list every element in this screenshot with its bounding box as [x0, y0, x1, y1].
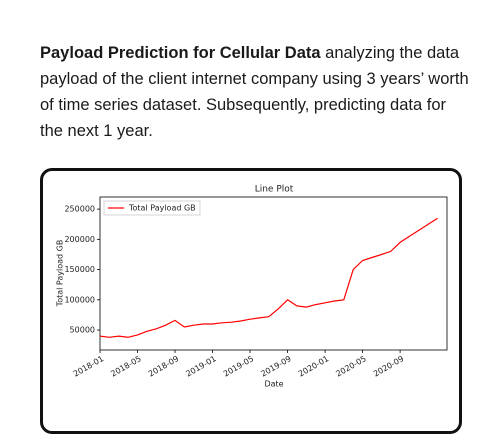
- y-axis-label: Total Payload GB: [56, 240, 65, 308]
- x-axis-label: Date: [264, 380, 283, 389]
- intro-heading: Payload Prediction for Cellular Data: [40, 44, 321, 62]
- page: Payload Prediction for Cellular Data ana…: [40, 40, 470, 434]
- x-tick-label: 2019-05: [222, 354, 255, 379]
- legend-box: [103, 200, 201, 216]
- x-tick-label: 2020-09: [372, 354, 405, 379]
- chart: Line Plot Date Total Payload GB 50000 100…: [56, 185, 448, 389]
- x-tick-label: 2018-05: [109, 354, 142, 379]
- x-tick-label: 2018-01: [72, 354, 105, 379]
- y-tick-label: 250000: [64, 205, 95, 214]
- chart-title: Line Plot: [255, 185, 294, 195]
- x-tick-label: 2018-09: [147, 354, 180, 379]
- x-tick-label: 2020-01: [297, 354, 330, 379]
- y-tick-label: 200000: [64, 235, 95, 244]
- y-tick-label: 100000: [64, 295, 95, 304]
- data-line: [99, 217, 438, 338]
- legend-label: Total Payload GB: [128, 204, 196, 213]
- intro-body: analyzing the data payload of the client…: [40, 44, 469, 140]
- x-tick-label: 2019-09: [259, 354, 292, 379]
- intro: Payload Prediction for Cellular Data ana…: [40, 40, 470, 144]
- y-tick-label: 150000: [64, 265, 95, 274]
- x-tick-label: 2020-05: [334, 354, 367, 379]
- plot-frame: [99, 196, 448, 351]
- y-tick-label: 50000: [70, 326, 95, 335]
- x-tick-label: 2019-01: [184, 354, 217, 379]
